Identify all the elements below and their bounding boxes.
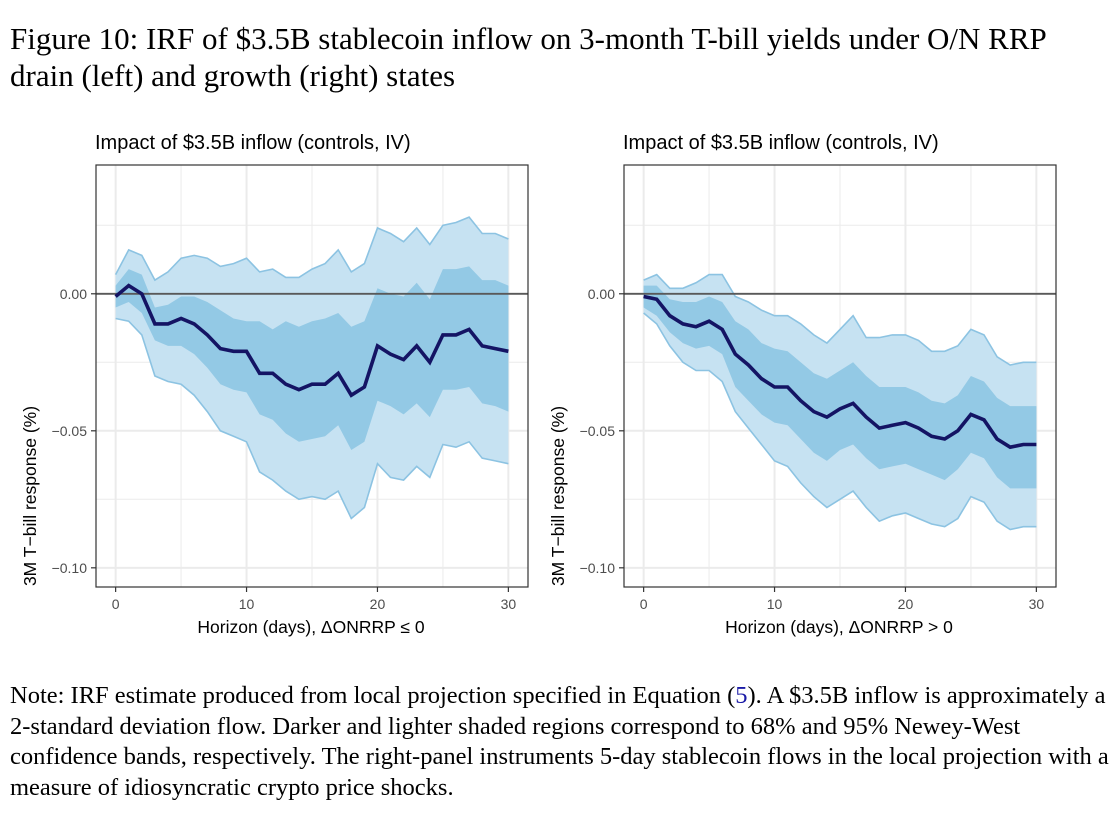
left-panel-border [95, 164, 529, 588]
left-y-tick-label: −0.10 [52, 560, 88, 576]
right-x-tick-label: 0 [640, 596, 648, 612]
left-ci95-upper-edge [114, 216, 509, 282]
left-y-tick-label: −0.05 [52, 423, 88, 439]
right-y-axis-label: 3M T−bill response (%) [548, 406, 568, 586]
right-y-tick-label: −0.10 [580, 560, 616, 576]
right-y-tick-label: −0.05 [580, 423, 616, 439]
right-panel-border [623, 164, 1057, 588]
right-panel-title: Impact of $3.5B inflow (controls, IV) [623, 132, 939, 154]
note-text-start: Note: IRF estimate produced from local p… [10, 682, 736, 709]
right-ci95-lower-edge [643, 312, 1037, 531]
left-x-tick-label: 10 [239, 596, 255, 612]
right-ci95-upper-edge [643, 273, 1037, 366]
left-x-tick-label: 30 [501, 596, 517, 612]
figure-note: Note: IRF estimate produced from local p… [10, 681, 1110, 803]
left-frame-layer [95, 164, 529, 588]
left-y-tick-label: 0.00 [60, 286, 87, 302]
right-y-tick-label: 0.00 [588, 286, 615, 302]
left-x-axis-label: Horizon (days), ΔONRRP ≤ 0 [197, 617, 424, 637]
left-ci95-lower-edge [115, 317, 509, 520]
left-ci68-layer [115, 266, 509, 450]
right-x-axis-label: Horizon (days), ΔONRRP > 0 [725, 617, 953, 637]
right-x-tick-label: 20 [898, 596, 914, 612]
right-ticks-layer: 0 10 20 30 0.00 −0.05 −0.10 [580, 286, 1045, 612]
equation-reference-link[interactable]: 5 [735, 682, 748, 709]
left-ticks-layer: 0 10 20 30 0.00 −0.05 −0.10 [52, 286, 517, 612]
note-text-end: ). A $3.5B inflow is approximately a 2-s… [10, 682, 1109, 801]
right-panel-chart: Impact of $3.5B inflow (controls, IV) 0 1… [548, 132, 1057, 637]
right-x-tick-label: 10 [767, 596, 783, 612]
left-panel-chart: Impact of $3.5B inflow (controls, IV) 0 1… [20, 132, 529, 637]
left-ci68-band [115, 266, 509, 450]
right-irf-layer [643, 294, 1037, 450]
left-y-axis-label: 3M T−bill response (%) [20, 406, 40, 586]
left-x-tick-label: 20 [370, 596, 386, 612]
left-panel-title: Impact of $3.5B inflow (controls, IV) [95, 132, 411, 154]
left-x-tick-label: 0 [112, 596, 120, 612]
figure-caption: Figure 10: IRF of $3.5B stablecoin inflo… [10, 21, 1046, 93]
right-frame-layer [623, 164, 1057, 588]
right-x-tick-label: 30 [1029, 596, 1045, 612]
left-irf-layer [114, 283, 509, 398]
